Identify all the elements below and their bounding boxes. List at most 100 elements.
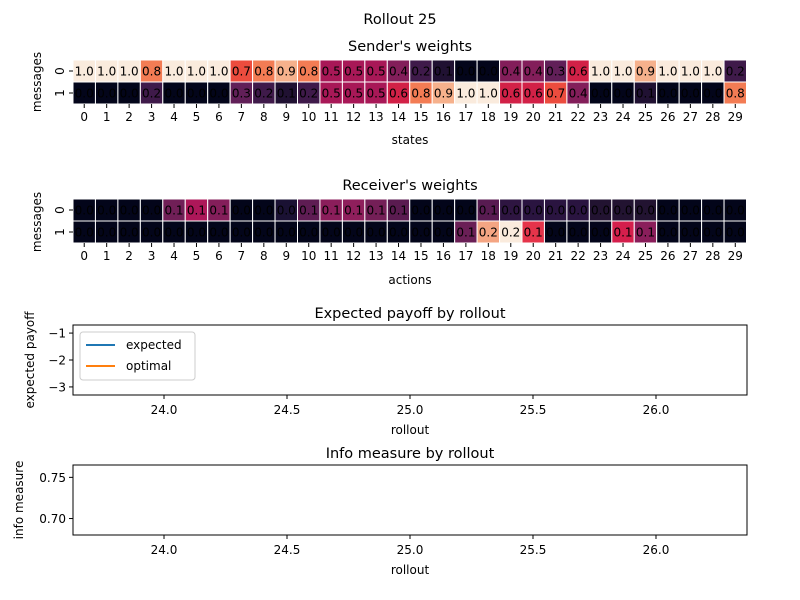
- heatmap-cell-label: 0.1: [164, 204, 183, 218]
- heatmap-cell-label: 0.1: [524, 226, 543, 240]
- heatmap-cell-label: 0.0: [479, 65, 498, 79]
- heatmap-cell-label: 0.4: [524, 65, 543, 79]
- heatmap-cell-label: 0.9: [277, 65, 296, 79]
- x-tick-label: 25.5: [520, 403, 547, 417]
- x-tick-label: 8: [260, 110, 268, 124]
- x-tick-label: 21: [548, 249, 563, 263]
- heatmap-cell-label: 0.1: [636, 226, 655, 240]
- heatmap-cell-label: 0.6: [501, 87, 520, 101]
- heatmap-cell-label: 0.0: [456, 204, 475, 218]
- heatmap-cell-label: 0.0: [501, 204, 520, 218]
- x-tick-label: 18: [481, 110, 496, 124]
- heatmap-cell-label: 0.0: [277, 226, 296, 240]
- heatmap-cell-label: 0.0: [75, 87, 94, 101]
- x-tick-label: 2: [125, 110, 133, 124]
- heatmap-cell-label: 0.1: [389, 204, 408, 218]
- heatmap-cell-label: 0.1: [434, 65, 453, 79]
- heatmap-cell-label: 0.1: [277, 87, 296, 101]
- heatmap-cell-label: 0.0: [681, 226, 700, 240]
- x-tick-label: 12: [346, 110, 361, 124]
- x-tick-label: 9: [282, 110, 290, 124]
- heatmap-cell-label: 0.0: [142, 226, 161, 240]
- heatmap-cell-label: 0.0: [344, 226, 363, 240]
- heatmap-cell-label: 0.0: [254, 204, 273, 218]
- heatmap-cell-label: 0.2: [726, 65, 745, 79]
- sender-heatmap-x-ticks: 0 1 2 3 4 5 6 7 8 9 10 11 12 13 14 15 16 17 18 19 20 21 22 23 24…: [80, 104, 743, 124]
- x-tick-label: 27: [683, 249, 698, 263]
- heatmap-cell-label: 0.6: [524, 87, 543, 101]
- payoff-ylabel: expected payoff: [23, 311, 37, 409]
- y-tick-label: 0: [53, 67, 67, 75]
- heatmap-cell-label: 0.0: [524, 204, 543, 218]
- x-tick-label: 11: [324, 249, 339, 263]
- x-tick-label: 5: [193, 110, 201, 124]
- heatmap-cell-label: 0.4: [501, 65, 520, 79]
- info-ylabel: info measure: [12, 461, 26, 540]
- heatmap-cell-label: 0.8: [411, 87, 430, 101]
- receiver-heatmap-panel: Receiver's weights 0.0 0.0 0.0 0.0 0.1 0.1 0.1…: [30, 178, 747, 287]
- info-xlabel: rollout: [391, 563, 430, 577]
- heatmap-cell-label: 0.0: [591, 87, 610, 101]
- heatmap-cell-label: 0.0: [322, 226, 341, 240]
- heatmap-cell-label: 0.0: [75, 204, 94, 218]
- x-tick-label: 21: [548, 110, 563, 124]
- info-plot-area: [72, 464, 748, 536]
- heatmap-cell-label: 1.0: [681, 65, 700, 79]
- heatmap-cell-label: 0.0: [209, 87, 228, 101]
- x-tick-label: 29: [728, 249, 743, 263]
- heatmap-cell-label: 0.0: [726, 204, 745, 218]
- heatmap-cell-label: 0.0: [613, 204, 632, 218]
- heatmap-cell-label: 0.1: [344, 204, 363, 218]
- x-tick-label: 7: [238, 249, 246, 263]
- heatmap-cell-label: 0.0: [299, 226, 318, 240]
- x-tick-label: 0: [80, 249, 88, 263]
- x-tick-label: 20: [526, 249, 541, 263]
- x-tick-label: 25.5: [520, 543, 547, 557]
- payoff-y-ticks: −1 −2 −3: [48, 327, 73, 394]
- payoff-x-ticks: 24.0 24.5 25.0 25.5 26.0: [151, 395, 669, 417]
- info-chart-panel: Info measure by rollout 24.0 24.5 25.0 25.5…: [12, 446, 748, 577]
- x-tick-label: 14: [391, 110, 406, 124]
- heatmap-cell-label: 0.0: [232, 204, 251, 218]
- receiver-heatmap-xlabel: actions: [388, 273, 431, 287]
- x-tick-label: 16: [436, 249, 451, 263]
- heatmap-cell-label: 0.0: [591, 226, 610, 240]
- heatmap-cell-label: 0.2: [501, 226, 520, 240]
- heatmap-cell-label: 0.8: [726, 87, 745, 101]
- receiver-heatmap-ylabel: messages: [30, 192, 44, 252]
- x-tick-label: 3: [148, 110, 156, 124]
- sender-heatmap-cells: 1.0 1.0 1.0 0.8 1.0 1.0 1.0 0.7 0.8 0.9 0.8 0.5 0.5 0…: [72, 59, 747, 105]
- heatmap-cell-label: 0.0: [164, 226, 183, 240]
- heatmap-cell-label: 0.0: [97, 87, 116, 101]
- heatmap-cell-label: 0.1: [613, 226, 632, 240]
- info-x-ticks: 24.0 24.5 25.0 25.5 26.0: [151, 535, 669, 557]
- heatmap-cell-label: 1.0: [658, 65, 677, 79]
- heatmap-cell-label: 0.0: [613, 87, 632, 101]
- heatmap-cell-label: 1.0: [591, 65, 610, 79]
- heatmap-cell-label: 0.3: [546, 65, 565, 79]
- x-tick-label: 2: [125, 249, 133, 263]
- x-tick-label: 8: [260, 249, 268, 263]
- x-tick-label: 0: [80, 110, 88, 124]
- heatmap-cell-label: 0.5: [322, 65, 341, 79]
- payoff-xlabel: rollout: [391, 423, 430, 437]
- legend-expected-label: expected: [126, 338, 182, 352]
- y-tick-label: 0.75: [39, 471, 66, 485]
- heatmap-cell-label: 0.0: [591, 204, 610, 218]
- x-tick-label: 24.0: [151, 543, 178, 557]
- x-tick-label: 19: [503, 249, 518, 263]
- x-tick-label: 24.5: [274, 403, 301, 417]
- heatmap-cell-label: 1.0: [164, 65, 183, 79]
- heatmap-cell-label: 0.4: [389, 65, 408, 79]
- heatmap-cell-label: 0.8: [299, 65, 318, 79]
- heatmap-cell-label: 1.0: [479, 87, 498, 101]
- x-tick-label: 17: [458, 249, 473, 263]
- x-tick-label: 24.5: [274, 543, 301, 557]
- heatmap-cell-label: 0.5: [344, 65, 363, 79]
- heatmap-cell-label: 0.0: [434, 204, 453, 218]
- heatmap-cell-label: 0.0: [75, 226, 94, 240]
- x-tick-label: 25.0: [397, 403, 424, 417]
- y-tick-label: 0: [53, 206, 67, 214]
- x-tick-label: 23: [593, 249, 608, 263]
- heatmap-cell-label: 0.2: [479, 226, 498, 240]
